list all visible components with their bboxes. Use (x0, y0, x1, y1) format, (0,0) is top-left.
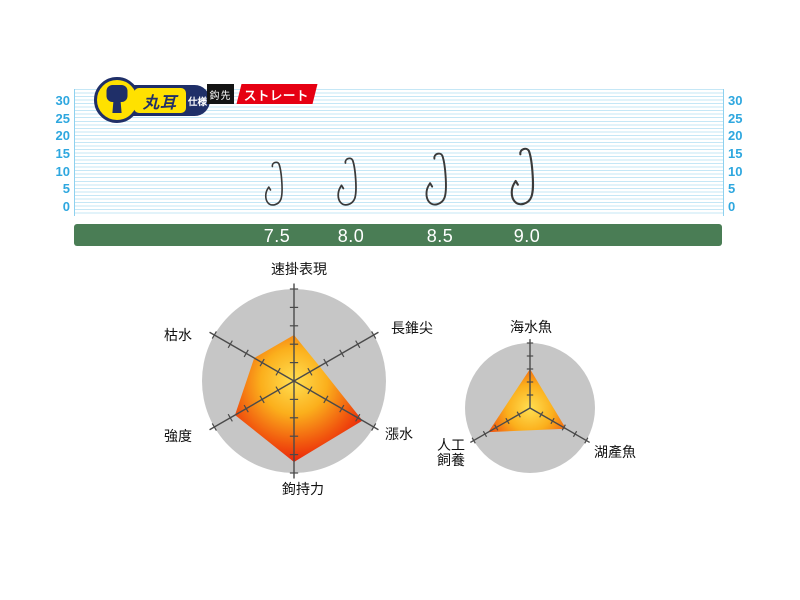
round-eye-hook-icon (94, 77, 140, 123)
radar1-axis-lower-right: 漲水 (385, 426, 413, 442)
size-label: 8.5 (426, 226, 454, 246)
hook-point-label: 鈎先 (207, 84, 234, 104)
pin-head-icon (106, 85, 128, 113)
hook-point-value-ribbon: ストレート (236, 84, 318, 104)
ruler-tick-label-left: 5 (62, 181, 70, 197)
size-bar (74, 224, 722, 246)
radar2-axis-lower-left: 人工 飼養 (437, 437, 465, 468)
radar2-axis-lower-right: 湖產魚 (594, 444, 636, 460)
size-label: 9.0 (513, 226, 541, 246)
ruler-tick-label-right: 15 (728, 146, 743, 161)
ruler-tick-label-right: 25 (728, 110, 743, 126)
badge-title: 丸耳 (134, 88, 186, 113)
radar1-axis-bottom: 鉤持力 (282, 481, 324, 497)
hook-point-value: ストレート (244, 88, 310, 103)
size-label: 7.5 (263, 226, 291, 246)
fish-hook-illustration (263, 160, 292, 213)
radar-chart-performance (194, 281, 394, 481)
fish-hook-illustration (508, 146, 546, 213)
fish-hook-illustration (423, 151, 458, 213)
ruler-tick-label-right: 0 (728, 199, 736, 214)
ruler-tick-label-right: 30 (728, 93, 743, 108)
radar1-axis-upper-right: 長錐尖 (391, 320, 433, 336)
radar1-axis-lower-left: 強度 (164, 428, 192, 444)
ruler-tick-label-left: 25 (55, 110, 70, 126)
ruler-tick-label-left: 0 (62, 199, 70, 214)
ruler-tick-label-right: 5 (728, 181, 736, 197)
ruler-tick-label-right: 10 (728, 163, 743, 179)
radar-chart-fish-type (453, 331, 607, 485)
radar2-axis-top: 海水魚 (510, 319, 552, 335)
radar1-axis-top: 速掛表現 (271, 261, 327, 277)
ruler-tick-label-right: 20 (728, 128, 743, 144)
badge-subtitle: 仕様 (188, 97, 208, 108)
ruler-tick-label-left: 10 (55, 163, 70, 179)
ruler-tick-label-left: 15 (55, 146, 70, 161)
ruler-tick-label-left: 30 (55, 93, 70, 108)
size-label: 8.0 (337, 226, 365, 246)
radar2-svg (465, 339, 595, 473)
fish-hook-illustration (335, 156, 367, 213)
radar1-axis-upper-left: 枯水 (164, 327, 192, 343)
ruler-tick-label-left: 20 (55, 128, 70, 144)
radar1-svg (202, 283, 386, 479)
